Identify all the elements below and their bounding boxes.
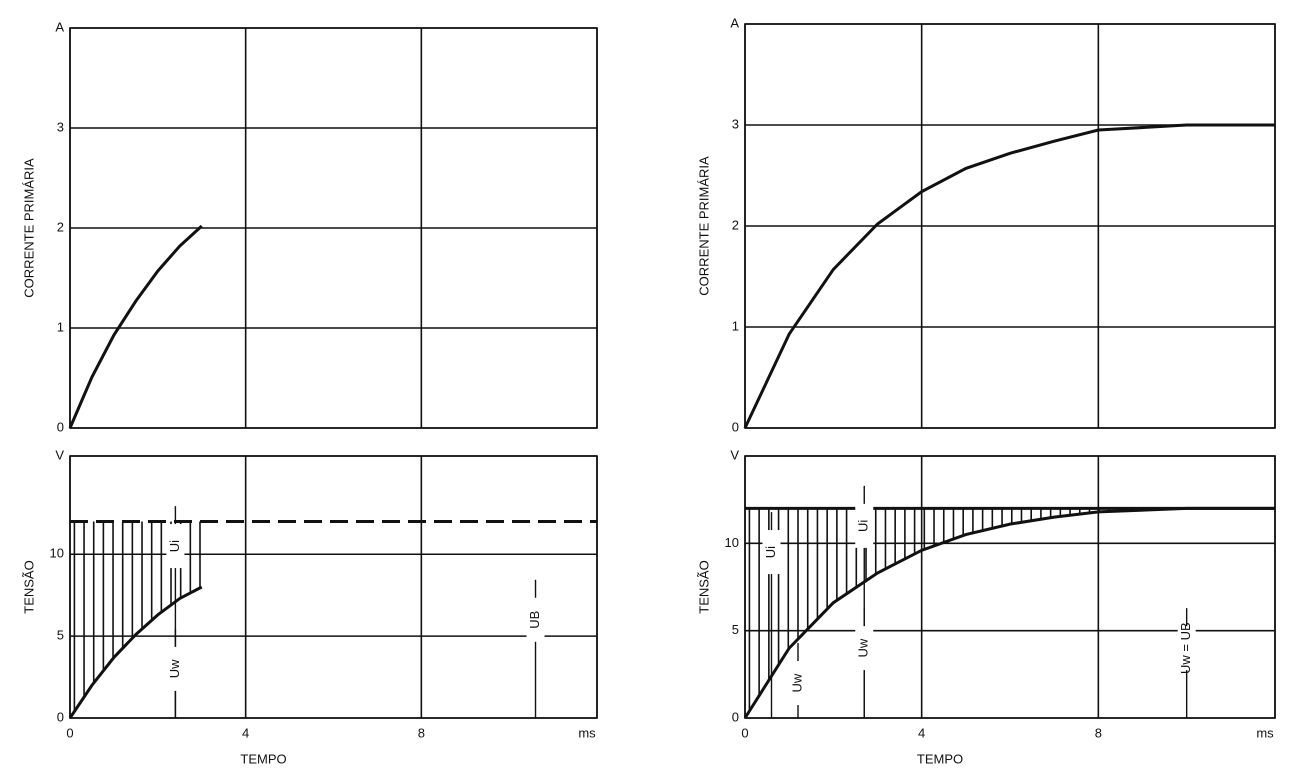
y-tick-label: 0: [57, 419, 64, 434]
y-axis-label: TENSÃO: [696, 560, 711, 613]
x-tick-label: ms: [1256, 725, 1274, 740]
label-bg: [166, 646, 185, 691]
y-tick-label: 10: [725, 535, 739, 550]
annotation: Ui: [856, 520, 871, 532]
curve: [743, 123, 1275, 429]
x-tick-label: 8: [418, 725, 425, 740]
y-tick-label: 0: [732, 419, 739, 434]
y-tick-label: 5: [732, 622, 739, 637]
y-axis-label: CORRENTE PRIMÁRIA: [696, 156, 711, 296]
label-bg: [762, 530, 781, 575]
label-bg: [526, 597, 545, 642]
curve: [68, 585, 203, 719]
label-bg: [855, 626, 874, 671]
y-axis-label: CORRENTE PRIMÁRIA: [21, 158, 36, 298]
x-tick-label: 4: [918, 725, 925, 740]
annotation: UB: [527, 611, 542, 629]
label-bg: [166, 524, 185, 569]
y-tick-label: 5: [57, 628, 64, 643]
y-tick-label: 10: [50, 546, 64, 561]
label-bg: [855, 503, 874, 548]
y-tick-label: 0: [57, 709, 64, 724]
annotation: Ui: [167, 540, 182, 552]
x-tick-label: 0: [66, 725, 73, 740]
x-tick-label: ms: [578, 725, 596, 740]
y-tick-label: 1: [57, 319, 64, 334]
y-tick-label: 3: [732, 116, 739, 131]
y-tick-label: A: [730, 15, 739, 30]
label-bg: [789, 661, 807, 706]
y-tick-label: 2: [732, 217, 739, 232]
y-tick-label: 2: [57, 219, 64, 234]
annotation: Uw: [167, 659, 182, 678]
x-axis-label: TEMPO: [917, 751, 963, 766]
label-bg: [1177, 626, 1196, 671]
curve: [68, 224, 203, 429]
x-tick-label: 8: [1095, 725, 1102, 740]
annotation: Ui: [763, 546, 778, 558]
annotation: Uw = UB: [1178, 622, 1193, 674]
x-axis-label: TEMPO: [240, 751, 286, 766]
curve: [743, 506, 1275, 719]
annotation: Uw: [856, 638, 871, 657]
x-tick-label: 0: [741, 725, 748, 740]
y-tick-label: V: [55, 447, 64, 462]
y-tick-label: A: [55, 19, 64, 34]
x-tick-label: 4: [242, 725, 249, 740]
plot-frame: [744, 455, 1276, 719]
plot-frame: [69, 455, 598, 719]
y-axis-label: TENSÃO: [21, 560, 36, 613]
y-tick-label: 3: [57, 119, 64, 134]
y-tick-label: 0: [732, 709, 739, 724]
y-tick-label: V: [730, 447, 739, 462]
y-tick-label: 1: [732, 318, 739, 333]
annotation: Uw: [789, 673, 804, 692]
